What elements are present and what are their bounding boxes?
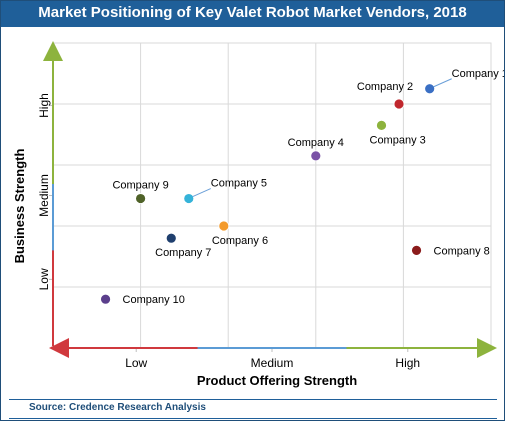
company-8-label: Company 8 xyxy=(434,245,490,257)
company-7-point xyxy=(165,232,177,244)
x-level-label: Low xyxy=(125,356,147,370)
company-10-point xyxy=(100,293,111,305)
y-axis-label: Business Strength xyxy=(12,149,27,264)
company-5-label: Company 5 xyxy=(211,178,267,190)
company-4-label: Company 4 xyxy=(288,137,344,149)
x-level-label: High xyxy=(395,356,420,370)
company-3-label: Company 3 xyxy=(370,134,426,146)
company-7-label: Company 7 xyxy=(155,247,211,259)
y-level-label: Medium xyxy=(37,174,51,217)
chart-title: Market Positioning of Key Valet Robot Ma… xyxy=(38,4,467,21)
company-5-point xyxy=(183,193,195,204)
data-points xyxy=(100,83,436,305)
company-1-point xyxy=(424,83,436,95)
title-bar: Market Positioning of Key Valet Robot Ma… xyxy=(1,1,504,27)
company-4-point xyxy=(310,150,322,162)
y-level-label: High xyxy=(37,93,51,118)
source-bar: Source: Credence Research Analysis xyxy=(9,399,497,419)
company-2-point xyxy=(393,98,405,110)
source-note: Source: Credence Research Analysis xyxy=(29,402,206,413)
company-3-point xyxy=(376,119,387,131)
company-10-label: Company 10 xyxy=(123,294,185,306)
company-1-callout-line xyxy=(433,78,452,88)
company-8-point xyxy=(411,244,422,256)
x-level-label: Medium xyxy=(251,356,294,370)
company-6-label: Company 6 xyxy=(212,235,268,247)
company-5-callout-line xyxy=(192,188,211,198)
company-2-label: Company 2 xyxy=(357,81,413,93)
company-9-label: Company 9 xyxy=(112,180,168,192)
company-6-point xyxy=(218,220,230,232)
y-level-label: Low xyxy=(37,268,51,290)
axes: Low Medium High Low Medium High xyxy=(37,41,497,370)
company-1-label: Company 1 xyxy=(452,68,504,80)
company-9-point xyxy=(135,193,147,204)
x-axis-label: Product Offering Strength xyxy=(197,373,357,388)
data-labels: Company 1 Company 2 Company 3 Company 4 Comp… xyxy=(112,68,504,306)
